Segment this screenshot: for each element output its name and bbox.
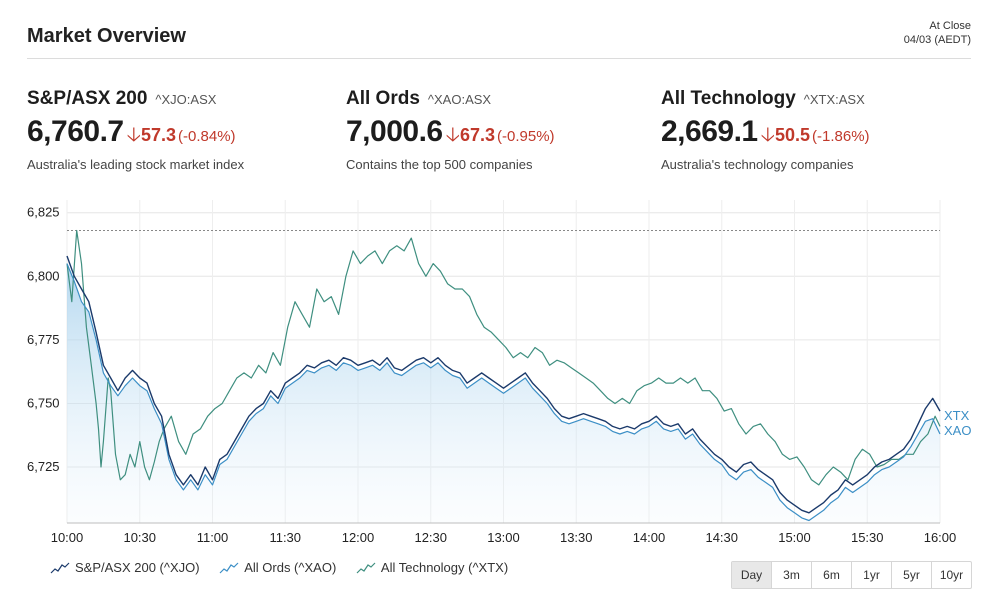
down-arrow-icon: 🡣 [445,124,460,146]
market-status: At Close [929,20,971,32]
index-name: S&P/ASX 200 [27,88,148,109]
range-1yr-button[interactable]: 1yr [852,562,892,588]
down-arrow-icon: 🡣 [126,124,141,146]
price-chart[interactable]: 6,825 6,800 6,775 6,750 6,725 10:00 10:30 11:00… [0,190,1000,555]
x-tick-label: 12:30 [414,530,447,545]
x-tick-label: 15:30 [851,530,884,545]
series-line-xao[interactable] [66,263,941,522]
x-tick-label: 14:30 [705,530,738,545]
index-description: Australia's technology companies [661,157,854,172]
legend-line-icon [219,562,239,573]
range-10yr-button[interactable]: 10yr [939,568,964,582]
index-change-pct: (-1.86%) [812,128,870,145]
x-tick-label: 15:00 [778,530,811,545]
range-5yr-button[interactable]: 5yr [892,562,932,588]
series-line-xtx[interactable] [66,229,941,486]
index-description: Australia's leading stock market index [27,157,245,172]
index-description: Contains the top 500 companies [346,157,533,172]
range-6m-button[interactable]: 6m [812,562,852,588]
y-tick-label: 6,725 [27,459,60,474]
header: Market Overview At Close 04/03 (AEDT) [27,14,971,59]
chart-legend: S&P/ASX 200 (^XJO) All Ords (^XAO) All T… [50,560,524,578]
legend-label: S&P/ASX 200 (^XJO) [75,560,200,575]
quote-xtx[interactable]: All Technology ^XTX:ASX 2,669.1 🡣50.5 (-1.8… [661,88,870,172]
x-tick-label: 11:30 [269,530,301,545]
x-tick-label: 11:00 [197,530,229,545]
x-tick-label: 13:00 [487,530,520,545]
legend-item-xao[interactable]: All Ords (^XAO) [219,560,336,575]
index-change: 57.3 [140,125,177,145]
index-name: All Ords [346,88,420,109]
as-of-info: At Close 04/03 (AEDT) [904,19,971,47]
y-tick-label: 6,800 [27,268,60,283]
legend-line-icon [356,562,376,573]
y-tick-label: 6,825 [27,205,60,220]
x-tick-label: 10:30 [123,530,156,545]
index-change-pct: (-0.95%) [497,128,555,145]
legend-line-icon [50,562,70,573]
index-price: 6,760.7 [27,115,124,148]
legend-label: All Ords (^XAO) [244,560,337,575]
x-tick-label: 14:00 [633,530,666,545]
range-selector: Day 3m 6m 1yr 5yr 10yr [731,561,972,589]
range-3m-button[interactable]: 3m [772,562,812,588]
index-name: All Technology [661,88,796,109]
series-line-xjo[interactable] [66,255,941,514]
index-change: 50.5 [774,125,811,145]
index-symbol: ^XTX:ASX [803,92,865,107]
y-tick-label: 6,775 [27,332,60,347]
legend-label: All Technology (^XTX) [380,560,509,575]
range-day-button[interactable]: Day [732,562,772,588]
legend-item-xjo[interactable]: S&P/ASX 200 (^XJO) [50,560,200,575]
index-change-pct: (-0.84%) [178,128,236,145]
index-change: 67.3 [459,125,496,145]
x-tick-label: 13:30 [560,530,593,545]
y-tick-label: 6,750 [27,395,60,410]
index-symbol: ^XJO:ASX [155,92,217,107]
x-tick-label: 10:00 [51,530,84,545]
x-tick-label: 12:00 [342,530,375,545]
as-of-datetime: 04/03 (AEDT) [903,34,971,46]
index-symbol: ^XAO:ASX [427,92,492,107]
down-arrow-icon: 🡣 [760,124,775,146]
page-title: Market Overview [27,25,186,47]
legend-item-xtx[interactable]: All Technology (^XTX) [356,560,508,575]
end-label-xtx: XTX [944,408,970,423]
index-price: 7,000.6 [346,115,443,148]
end-label-xao: XAO [944,423,971,438]
x-tick-label: 16:00 [924,530,957,545]
quote-xao[interactable]: All Ords ^XAO:ASX 7,000.6 🡣67.3 (-0.95%) Co… [346,88,555,172]
quote-xjo[interactable]: S&P/ASX 200 ^XJO:ASX 6,760.7 🡣57.3 (-0.84%)… [27,88,244,172]
index-price: 2,669.1 [661,115,758,148]
